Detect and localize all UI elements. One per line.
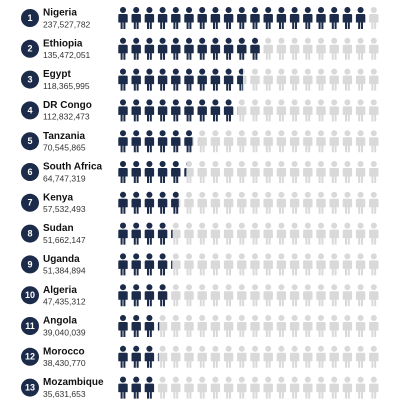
rank-badge [21, 378, 39, 397]
population-label: 64,747,319 [43, 173, 86, 183]
population-label: 35,631,653 [43, 389, 86, 399]
rank: 8 [27, 228, 32, 238]
country-name: Algeria [43, 285, 77, 296]
rank: 3 [27, 74, 32, 84]
country-name: DR Congo [43, 100, 92, 111]
empty-icons [118, 253, 379, 276]
population-label: 38,430,770 [43, 358, 86, 368]
filled-icons [118, 7, 366, 29]
population-label: 51,662,147 [43, 235, 86, 245]
empty-icons [118, 68, 379, 91]
population-label: 57,532,493 [43, 204, 86, 214]
filled-icons [118, 68, 243, 91]
country-name: Mozambique [43, 377, 104, 388]
rank-badge [21, 347, 39, 366]
filled-icons [118, 99, 238, 122]
country-name: South Africa [43, 162, 103, 173]
population-label: 135,472,051 [43, 50, 91, 60]
country-name: Kenya [43, 192, 73, 203]
filled-icons [118, 130, 193, 153]
rank-badge [21, 70, 39, 89]
rank: 13 [25, 382, 35, 392]
empty-icons [118, 222, 379, 245]
rank-badge [21, 193, 39, 212]
rank: 9 [27, 259, 32, 269]
empty-icons [118, 37, 379, 60]
filled-icons [118, 253, 173, 276]
empty-icons [118, 7, 379, 29]
empty-icons [118, 191, 379, 214]
population-label: 70,545,865 [43, 142, 86, 152]
rank-badge [21, 9, 39, 27]
country-name: Nigeria [43, 8, 77, 19]
country-name: Egypt [43, 69, 71, 80]
rank: 1 [27, 13, 32, 23]
population-label: 51,384,894 [43, 266, 86, 276]
filled-icons [118, 284, 168, 307]
rank: 10 [25, 290, 35, 300]
filled-icons [118, 315, 160, 337]
empty-icons [118, 284, 379, 307]
filled-icons [118, 376, 155, 399]
rank: 6 [27, 167, 32, 177]
empty-icons [118, 99, 379, 122]
population-label: 118,365,995 [43, 81, 90, 91]
empty-icons [118, 315, 379, 337]
filled-icons [118, 345, 159, 368]
population-label: 47,435,312 [43, 296, 86, 306]
rank: 4 [27, 105, 32, 115]
filled-icons [118, 191, 179, 214]
filled-icons [118, 161, 187, 183]
rank: 7 [27, 198, 32, 208]
country-name: Sudan [43, 223, 74, 234]
rank-badge [21, 132, 39, 151]
rank-badge [21, 224, 39, 243]
rank-badge [21, 255, 39, 274]
country-name: Ethiopia [43, 38, 83, 49]
filled-icons [118, 37, 260, 60]
country-name: Uganda [43, 254, 80, 265]
population-label: 112,832,473 [43, 112, 90, 122]
empty-icons [118, 376, 379, 399]
rank: 12 [25, 352, 35, 362]
empty-icons [118, 130, 379, 153]
country-name: Tanzania [43, 131, 85, 142]
population-label: 39,040,039 [43, 327, 86, 337]
rank-badge [21, 101, 39, 120]
empty-icons [118, 345, 379, 368]
country-name: Morocco [43, 346, 85, 357]
country-name: Angola [43, 316, 77, 327]
rank-badge [21, 317, 39, 335]
rank-badge [21, 286, 39, 305]
population-label: 237,527,782 [43, 19, 91, 29]
rank: 2 [27, 44, 32, 54]
rank-badge [21, 39, 39, 58]
rank-badge [21, 163, 39, 181]
empty-icons [118, 161, 379, 183]
rank: 11 [25, 321, 35, 331]
rank: 5 [27, 136, 32, 146]
filled-icons [118, 222, 173, 245]
